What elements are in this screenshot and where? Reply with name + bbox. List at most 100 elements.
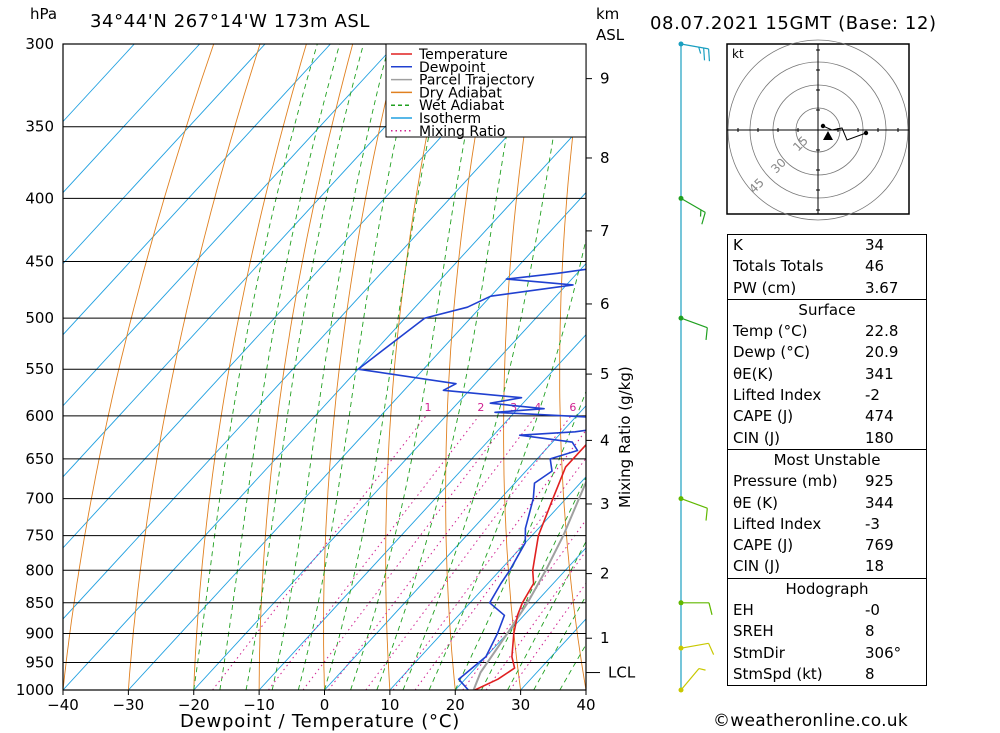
dry-adiabat-line <box>193 44 307 690</box>
km-tick-label: 8 <box>600 149 610 167</box>
isotherm-line <box>63 44 462 478</box>
index-label: PW (cm) <box>733 278 797 297</box>
mixing-ratio-label: 1 <box>424 401 431 414</box>
index-row: PW (cm) 3.67 <box>728 278 926 299</box>
indices-panel: K 34 Totals Totals 46 PW (cm) 3.67 Surface Te… <box>727 234 927 687</box>
pressure-tick-label: 800 <box>25 561 54 579</box>
wind-barb <box>678 41 711 62</box>
wet-adiabat-line <box>193 44 318 690</box>
pressure-tick-label: 850 <box>25 594 54 612</box>
km-tick-label: 2 <box>600 565 610 583</box>
km-unit-label: km <box>596 5 619 23</box>
index-value: 341 <box>865 364 894 383</box>
index-row: Pressure (mb) 925 <box>728 471 926 492</box>
index-value: 180 <box>865 428 894 447</box>
index-label: CIN (J) <box>733 428 781 447</box>
mixing-ratio-line <box>509 582 586 690</box>
legend-entry: Isotherm <box>419 111 481 127</box>
km-tick-label: 5 <box>600 365 610 383</box>
dry-adiabat-line <box>258 44 354 690</box>
km-tick-label: 1 <box>600 629 610 647</box>
dry-adiabat-line <box>127 44 261 690</box>
pressure-tick-label: 600 <box>25 407 54 425</box>
index-label: CAPE (J) <box>733 536 794 555</box>
mixing-ratio-line <box>414 457 586 690</box>
credit-link[interactable]: ©weatheronline.co.uk <box>713 711 909 731</box>
wet-adiabat-line <box>297 44 418 690</box>
wind-barb-column <box>678 41 715 693</box>
index-row: Lifted Index -2 <box>728 385 926 406</box>
dry-adiabat-line <box>667 44 717 690</box>
surface-box: Surface Temp (°C) 22.8 Dewp (°C) 20.9 θE(K) 3… <box>727 299 927 450</box>
index-label: CIN (J) <box>733 557 781 576</box>
hpa-unit-label: hPa <box>30 5 57 23</box>
legend-entry: Parcel Trajectory <box>419 73 535 89</box>
mixing-ratio-line <box>365 415 572 690</box>
index-value: 306° <box>865 643 902 662</box>
hodograph-trace <box>822 125 867 141</box>
pressure-tick-label: 350 <box>25 118 54 136</box>
index-row: SREH 8 <box>728 621 926 642</box>
temperature-tick-label: −40 <box>47 696 79 714</box>
temperature-tick-label: −30 <box>113 696 145 714</box>
temperature-tick-label: 30 <box>511 696 530 714</box>
dry-adiabat-line <box>63 44 215 690</box>
index-value: 46 <box>865 257 885 276</box>
index-value: 769 <box>865 536 894 555</box>
km-tick-label: 6 <box>600 295 610 313</box>
index-label: θE(K) <box>733 364 774 383</box>
wet-adiabat-line <box>454 390 586 690</box>
dry-adiabat-line <box>385 44 446 690</box>
index-value: 3.67 <box>865 278 899 297</box>
index-row: CIN (J) 180 <box>728 428 926 449</box>
location-title: 34°44'N 267°14'W 173m ASL <box>90 11 370 32</box>
index-value: -3 <box>865 514 880 533</box>
temperature-tick-label: −20 <box>178 696 210 714</box>
pressure-tick-label: 400 <box>25 189 54 207</box>
isotherm-line <box>324 405 586 690</box>
index-value: 8 <box>865 622 875 641</box>
pressure-tick-label: 700 <box>25 490 54 508</box>
legend-entry: Temperature <box>418 47 508 63</box>
index-value: 22.8 <box>865 322 899 341</box>
index-label: SREH <box>733 622 774 641</box>
index-label: Dewp (°C) <box>733 343 811 362</box>
index-label: CAPE (J) <box>733 407 794 426</box>
pressure-tick-label: 1000 <box>16 681 54 699</box>
isotherm-line <box>63 44 331 336</box>
wet-adiabat-line <box>350 44 484 690</box>
wet-adiabat-line <box>533 594 586 690</box>
temperature-tick-label: 40 <box>576 696 595 714</box>
mixing-ratio-label: 8 <box>595 401 602 414</box>
mixing-ratio-label: 3 <box>510 401 517 414</box>
isotherm-line <box>63 44 397 407</box>
index-row: Lifted Index -3 <box>728 514 926 535</box>
temperature-tick-label: 10 <box>380 696 399 714</box>
index-label: Lifted Index <box>733 514 822 533</box>
pressure-tick-label: 950 <box>25 653 54 671</box>
isotherm-line <box>128 191 586 690</box>
most-unstable-box: Most Unstable Pressure (mb) 925 θE (K) 344 L… <box>727 449 927 579</box>
mixing-ratio-axis-title: Mixing Ratio (g/kg) <box>616 366 634 508</box>
isotherm-line <box>63 44 201 194</box>
isotherm-line <box>63 44 135 123</box>
index-row: θE (K) 344 <box>728 493 926 514</box>
mixing-ratio-lines: 1 2 3 4 6 8 10 16 20 25 <box>212 401 602 690</box>
parcel-trajectory-line <box>472 479 586 690</box>
wet-adiabat-line <box>219 44 341 690</box>
mixing-ratio-label: 2 <box>477 401 484 414</box>
mixing-ratio-line <box>268 415 480 690</box>
pressure-tick-label: 500 <box>25 309 54 327</box>
index-value: 20.9 <box>865 343 899 362</box>
index-row: StmDir 306° <box>728 643 926 664</box>
pressure-tick-label: 450 <box>25 253 54 271</box>
index-row: Totals Totals 46 <box>728 256 926 277</box>
mixing-ratio-label: 6 <box>569 401 576 414</box>
wind-barb <box>678 195 706 225</box>
index-label: EH <box>733 601 754 620</box>
wet-adiabat-line <box>507 540 586 690</box>
most-unstable-heading: Most Unstable <box>773 450 881 469</box>
index-label: θE (K) <box>733 493 778 512</box>
index-row: CAPE (J) 474 <box>728 406 926 427</box>
legend-entry: Mixing Ratio <box>419 124 505 140</box>
